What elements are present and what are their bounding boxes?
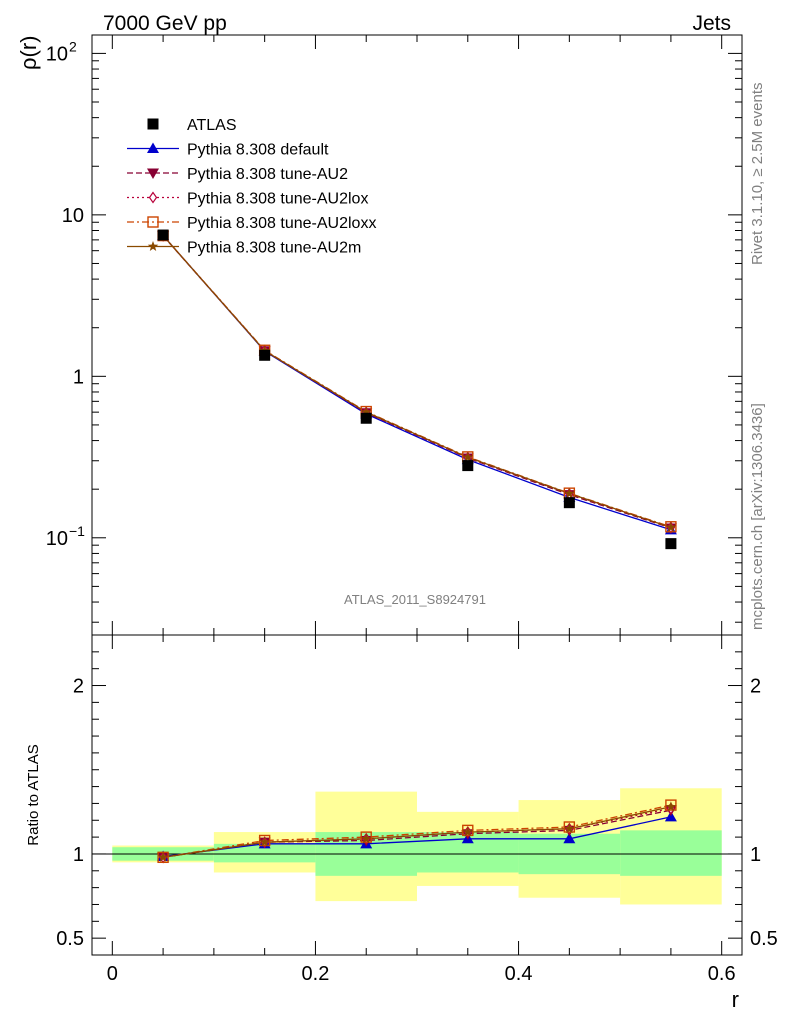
series-line-3 (162, 235, 672, 528)
legend-label: Pythia 8.308 tune-AU2loxx (187, 215, 376, 232)
series-marker-4 (462, 451, 474, 462)
atlas-points (157, 229, 677, 550)
x-tick-label: 0 (107, 963, 118, 985)
legend: ATLAS Pythia 8.308 default Pythia 8.308 tu… (127, 117, 376, 257)
ratio-axis-ticks: 0.5 0.5 1 1 2 2 0 0.2 0.4 0.6 (56, 635, 778, 985)
legend-marker (147, 168, 159, 179)
ratio-line-3 (162, 804, 672, 858)
ratio-error-bands (92, 788, 742, 905)
x-tick-label: 0.6 (708, 963, 736, 985)
atlas-point (563, 497, 575, 509)
atlas-point (462, 460, 474, 472)
legend-marker (147, 118, 159, 130)
ratio-marker-4 (360, 833, 372, 844)
y-tick-label: 10 (62, 205, 84, 227)
ratio-y-axis-label: Ratio to ATLAS (25, 744, 42, 845)
x-tick-label: 0.2 (302, 963, 330, 985)
legend-marker (147, 241, 159, 251)
legend-label: Pythia 8.308 default (187, 142, 329, 159)
x-axis-label: r (732, 987, 739, 1012)
atlas-point (665, 538, 677, 550)
ratio-y-tick-label: 0.5 (56, 928, 84, 950)
legend-marker (148, 191, 158, 204)
legend-label: ATLAS (187, 117, 237, 134)
series-line-4 (162, 235, 672, 529)
legend-label: Pythia 8.308 tune-AU2 (187, 166, 348, 183)
ratio-band-stat (620, 830, 722, 876)
ratio-marker-4 (259, 836, 270, 847)
ratio-line-4 (163, 806, 672, 858)
ratio-y-tick-label-right: 1 (750, 844, 761, 866)
series-line-2 (162, 235, 672, 529)
ratio-marker-0 (563, 832, 576, 844)
y-tick-label: 1 (73, 366, 84, 388)
series-line-0 (162, 235, 672, 531)
y-tick-label-exponent: 2 (69, 38, 77, 54)
ratio-line-0 (163, 816, 672, 858)
series-marker-3 (665, 521, 677, 533)
atlas-point (157, 229, 169, 241)
y-axis-label: ρ(r) (16, 36, 41, 71)
ratio-marker-4 (462, 826, 474, 837)
header-left: 7000 GeV pp (103, 12, 227, 35)
ratio-series-layer (157, 799, 677, 864)
legend-label: Pythia 8.308 tune-AU2m (187, 240, 361, 257)
analysis-id: ATLAS_2011_S8924791 (344, 592, 486, 607)
series-marker-4 (360, 406, 372, 417)
y-tick-label: 10 (46, 528, 68, 550)
ratio-band-stat (213, 843, 316, 863)
ratio-y-tick-label-right: 2 (750, 676, 761, 698)
series-marker-4 (564, 488, 575, 498)
atlas-point (360, 412, 372, 424)
series-marker-4 (665, 521, 677, 532)
atlas-point (259, 349, 271, 361)
series-line-1 (162, 235, 672, 529)
rivet-label: Rivet 3.1.10, ≥ 2.5M events (749, 83, 766, 266)
main-series-layer (157, 229, 677, 535)
ratio-marker-4 (665, 801, 677, 812)
ratio-marker-4 (157, 851, 169, 862)
ratio-plot: 0.5 0.5 1 1 2 2 0 0.2 0.4 0.6 Ratio to ATLAS r (25, 634, 778, 1012)
header-right: Jets (692, 12, 731, 35)
ratio-y-tick-label-right: 0.5 (750, 928, 778, 950)
ratio-y-tick-label: 1 (73, 844, 84, 866)
x-tick-label: 0.4 (505, 963, 533, 985)
legend-label: Pythia 8.308 tune-AU2lox (187, 191, 368, 208)
legend-marker (147, 142, 159, 153)
y-tick-label-exponent: −1 (69, 523, 85, 539)
ratio-y-tick-label: 2 (73, 676, 84, 698)
mcplots-label: mcplots.cern.ch [arXiv:1306.3436] (749, 403, 766, 630)
ratio-marker-4 (564, 823, 575, 834)
legend-marker (147, 216, 159, 228)
y-tick-label: 10 (46, 43, 68, 65)
